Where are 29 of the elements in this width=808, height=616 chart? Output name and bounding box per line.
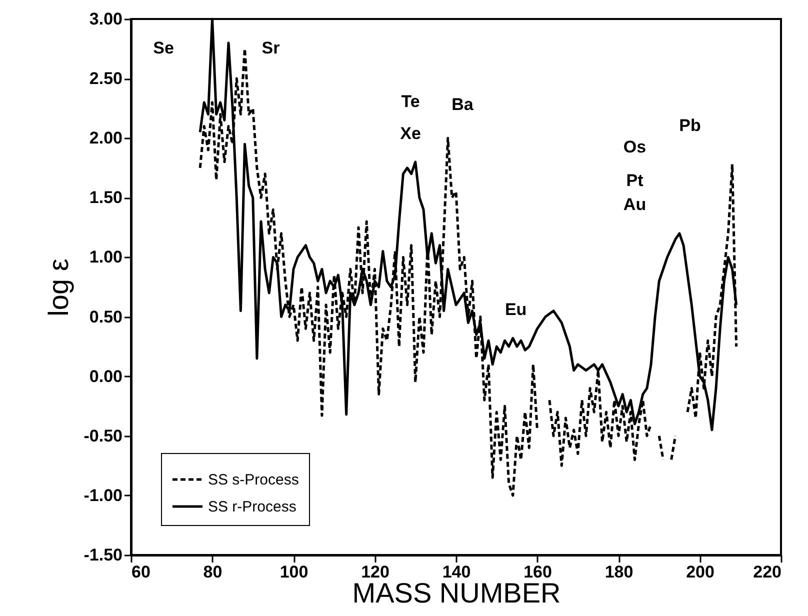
- annotation: Ba: [452, 94, 474, 114]
- x-tick-label: 60: [132, 562, 150, 582]
- annotation: Te: [401, 92, 420, 112]
- y-tick-label: 1.50: [89, 188, 122, 208]
- y-tick-label: 0.50: [89, 307, 122, 326]
- x-tick-label: 180: [604, 562, 634, 582]
- annotation: Au: [623, 194, 646, 214]
- x-tick-label: 220: [753, 562, 782, 582]
- annotation: Pb: [679, 116, 701, 136]
- legend-label: SS s-Process: [208, 472, 299, 488]
- annotation: Os: [623, 138, 646, 157]
- y-axis-title: log ε: [42, 258, 74, 316]
- y-tick-label: 3.00: [89, 10, 122, 28]
- y-tick-label: 1.00: [89, 248, 122, 267]
- y-tick-label: 2.50: [89, 69, 122, 88]
- annotation: Pt: [626, 170, 644, 190]
- annotation: Se: [153, 38, 174, 58]
- annotation: Xe: [400, 124, 421, 144]
- x-tick-label: 80: [203, 562, 222, 582]
- x-tick-label: 200: [686, 562, 714, 582]
- y-tick-label: 0.00: [89, 366, 122, 386]
- y-tick-label: -1.50: [84, 546, 122, 564]
- x-tick-label: 100: [280, 562, 308, 582]
- legend-label: SS r-Process: [208, 498, 296, 516]
- y-tick-label: -1.00: [84, 486, 122, 505]
- y-tick-label: 2.00: [89, 128, 122, 148]
- annotation: Eu: [504, 300, 527, 320]
- annotation: Sr: [262, 38, 280, 58]
- y-tick-label: -0.50: [84, 426, 122, 446]
